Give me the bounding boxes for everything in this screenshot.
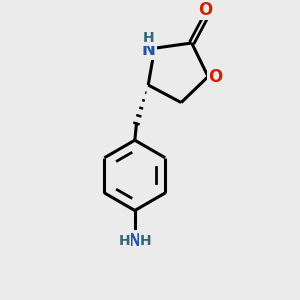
Text: N: N <box>142 41 156 59</box>
Text: O: O <box>199 1 213 19</box>
Text: H: H <box>140 234 151 248</box>
Text: N: N <box>128 232 142 250</box>
Text: H: H <box>118 234 130 248</box>
Text: O: O <box>208 68 223 85</box>
Text: H: H <box>143 31 154 45</box>
